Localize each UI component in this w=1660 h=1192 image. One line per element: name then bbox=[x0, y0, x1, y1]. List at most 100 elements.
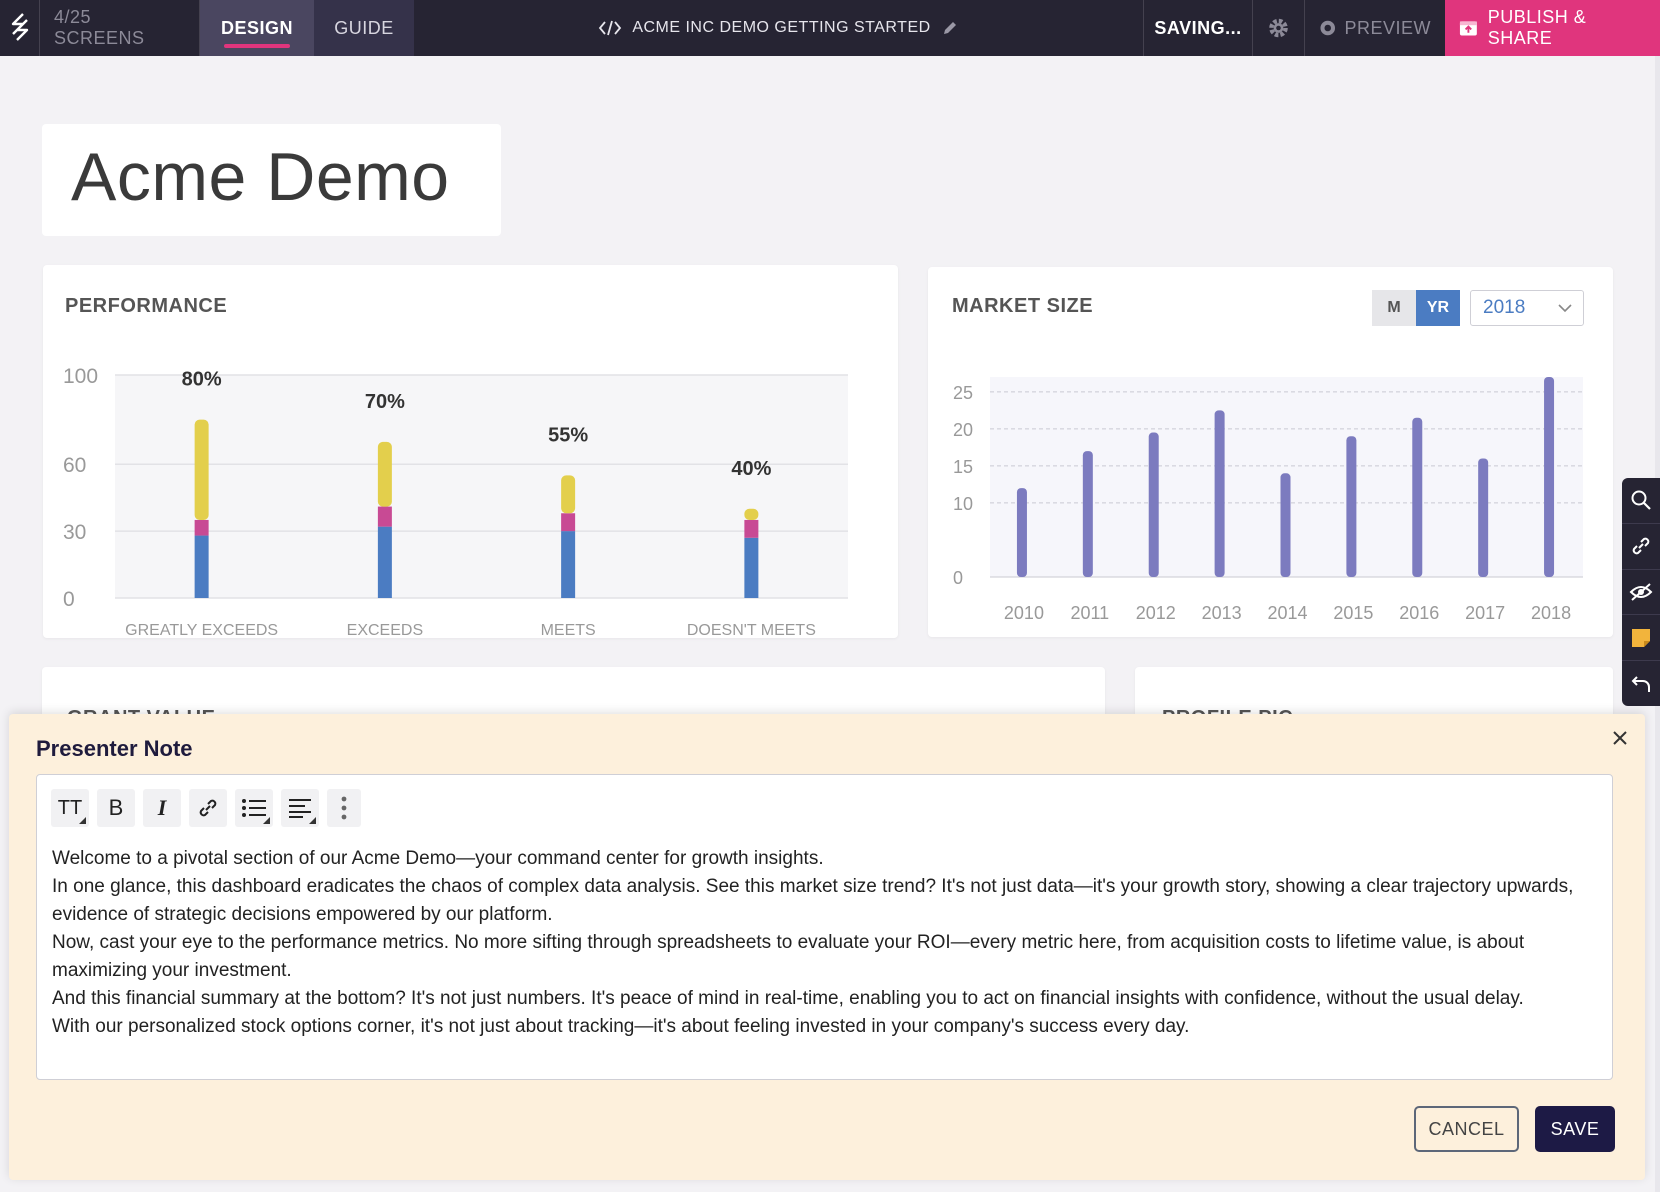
x-tick-label: 2014 bbox=[1267, 603, 1307, 623]
chevron-down-icon bbox=[1558, 304, 1572, 313]
bar-segment bbox=[194, 419, 209, 520]
bar-segment bbox=[377, 526, 392, 598]
title-card[interactable]: Acme Demo bbox=[42, 124, 501, 236]
settings-gear-icon[interactable] bbox=[1253, 0, 1305, 56]
x-tick-label: 2012 bbox=[1136, 603, 1176, 623]
year-select[interactable]: 2018 bbox=[1470, 290, 1584, 326]
italic-glyph: I bbox=[157, 795, 167, 820]
bar-segment bbox=[194, 535, 209, 598]
tab-design[interactable]: DESIGN bbox=[200, 0, 314, 56]
eye-icon bbox=[1320, 20, 1336, 36]
screen-counter[interactable]: 4/25 SCREENS bbox=[40, 0, 200, 56]
bar-segment bbox=[377, 441, 392, 507]
note-paragraph: Now, cast your eye to the performance me… bbox=[52, 932, 1525, 981]
cancel-button[interactable]: CANCEL bbox=[1414, 1106, 1519, 1152]
bar bbox=[1346, 436, 1357, 577]
y-tick-label: 100 bbox=[63, 365, 98, 388]
side-toolbar bbox=[1622, 478, 1660, 706]
bar bbox=[1016, 488, 1027, 577]
preview-button[interactable]: PREVIEW bbox=[1305, 0, 1445, 56]
market-size-card[interactable]: MARKET SIZE M YR 2018 0 10 15 20 25 2010 2011 2… bbox=[928, 267, 1613, 637]
y-tick-label: 25 bbox=[953, 383, 973, 403]
text-size-icon[interactable]: TT bbox=[51, 789, 89, 827]
bar-value-label: 70% bbox=[365, 391, 405, 413]
y-tick-label: 0 bbox=[63, 588, 75, 611]
y-tick-label: 20 bbox=[953, 420, 973, 440]
bar-segment bbox=[561, 475, 576, 514]
bar-segment bbox=[561, 531, 576, 598]
plot-background bbox=[115, 375, 848, 598]
publish-share-button[interactable]: PUBLISH & SHARE bbox=[1445, 0, 1660, 56]
bar-segment bbox=[744, 537, 759, 598]
bar-segment bbox=[744, 508, 759, 520]
save-status: SAVING... bbox=[1143, 0, 1253, 56]
toggle-year-button[interactable]: YR bbox=[1416, 290, 1460, 326]
year-select-value: 2018 bbox=[1483, 297, 1526, 318]
pencil-icon[interactable] bbox=[941, 19, 959, 37]
bar-segment bbox=[377, 506, 392, 527]
publish-icon bbox=[1459, 21, 1477, 36]
bar-value-label: 40% bbox=[731, 458, 771, 480]
bold-icon[interactable]: B bbox=[97, 789, 135, 827]
bar bbox=[1280, 473, 1291, 577]
page-title: Acme Demo bbox=[71, 139, 450, 215]
x-tick-label: MEETS bbox=[541, 622, 596, 638]
x-tick-label: 2016 bbox=[1399, 603, 1439, 623]
market-size-chart: 0 10 15 20 25 2010 2011 2012 2013 2014 2015 2016 201… bbox=[953, 377, 1583, 623]
note-text[interactable]: Welcome to a pivotal section of our Acme… bbox=[52, 845, 1602, 1041]
top-bar: 4/25 SCREENS DESIGN GUIDE ACME INC DEMO … bbox=[0, 0, 1660, 56]
toggle-month-button[interactable]: M bbox=[1372, 290, 1416, 326]
presenter-note-title: Presenter Note bbox=[36, 736, 193, 761]
x-tick-label: 2010 bbox=[1004, 603, 1044, 623]
italic-icon[interactable]: I bbox=[143, 789, 181, 827]
bar bbox=[1412, 417, 1423, 577]
link-icon[interactable] bbox=[189, 789, 227, 827]
bar-value-label: 55% bbox=[548, 424, 588, 446]
save-button[interactable]: SAVE bbox=[1535, 1106, 1615, 1152]
x-tick-label: 2018 bbox=[1531, 603, 1571, 623]
bar bbox=[1478, 458, 1489, 577]
bar bbox=[1214, 410, 1225, 577]
app-logo-icon[interactable] bbox=[0, 0, 40, 56]
x-tick-label: 2011 bbox=[1070, 603, 1109, 623]
more-icon[interactable] bbox=[327, 789, 361, 827]
y-tick-label: 60 bbox=[63, 454, 86, 477]
editor-toolbar: TT B I bbox=[51, 789, 361, 827]
x-tick-label: DOESN'T MEETS bbox=[687, 622, 816, 638]
note-paragraph: Welcome to a pivotal section of our Acme… bbox=[52, 848, 824, 869]
link-icon[interactable] bbox=[1622, 524, 1660, 570]
bar-segment bbox=[561, 513, 576, 532]
project-title[interactable]: ACME INC DEMO GETTING STARTED bbox=[414, 0, 1143, 56]
note-paragraph: In one glance, this dashboard eradicates… bbox=[52, 876, 1574, 925]
align-icon[interactable] bbox=[281, 789, 319, 827]
note-icon[interactable] bbox=[1622, 615, 1660, 662]
performance-title: PERFORMANCE bbox=[65, 295, 228, 317]
search-icon[interactable] bbox=[1622, 478, 1660, 524]
note-paragraph: And this financial summary at the bottom… bbox=[52, 988, 1524, 1009]
undo-icon[interactable] bbox=[1622, 661, 1660, 706]
period-toggle: M YR bbox=[1372, 290, 1460, 326]
text-size-glyph: TT bbox=[57, 796, 83, 819]
y-tick-label: 10 bbox=[953, 494, 973, 514]
preview-label: PREVIEW bbox=[1344, 17, 1431, 38]
note-editor[interactable]: TT B I Welcome to a pivotal section of o… bbox=[36, 774, 1613, 1080]
note-paragraph: With our personalized stock options corn… bbox=[52, 1016, 1190, 1037]
bar-segment bbox=[744, 519, 759, 538]
x-tick-label: EXCEEDS bbox=[347, 622, 423, 638]
x-tick-label: GREATLY EXCEEDS bbox=[125, 622, 278, 638]
code-icon bbox=[599, 20, 622, 36]
bold-glyph: B bbox=[108, 795, 124, 820]
market-size-title: MARKET SIZE bbox=[952, 295, 1094, 317]
x-tick-label: 2013 bbox=[1202, 603, 1242, 623]
bar-segment bbox=[194, 519, 209, 536]
hide-icon[interactable] bbox=[1622, 570, 1660, 616]
publish-label: PUBLISH & SHARE bbox=[1487, 7, 1587, 48]
tab-guide[interactable]: GUIDE bbox=[314, 0, 414, 56]
y-tick-label: 15 bbox=[953, 457, 973, 477]
list-icon[interactable] bbox=[235, 789, 273, 827]
close-icon[interactable] bbox=[1608, 726, 1632, 750]
bar bbox=[1148, 432, 1159, 577]
bar bbox=[1544, 377, 1555, 577]
presenter-note-panel: Presenter Note TT B I Welcome to a piv bbox=[9, 714, 1645, 1180]
performance-card[interactable]: PERFORMANCE 0 30 60 100 80% GREATLY EXCEEDS 70… bbox=[43, 265, 898, 638]
